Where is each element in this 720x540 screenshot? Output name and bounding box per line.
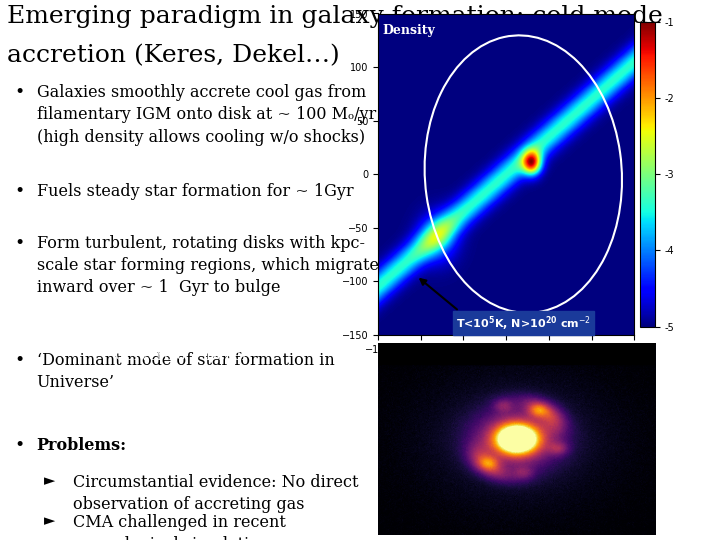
Text: CMA challenged in recent
cosmological simulations: CMA challenged in recent cosmological si… — [73, 514, 286, 540]
Text: •: • — [14, 234, 24, 252]
Text: Density: Density — [382, 24, 435, 37]
Text: accretion (Keres, Dekel…): accretion (Keres, Dekel…) — [7, 44, 340, 67]
Text: Fuels steady star formation for ~ 1Gyr: Fuels steady star formation for ~ 1Gyr — [37, 183, 354, 200]
Text: •: • — [14, 437, 24, 454]
Text: ►: ► — [44, 514, 55, 528]
Text: ►: ► — [44, 474, 55, 488]
Text: •: • — [14, 84, 24, 102]
Text: Circumstantial evidence: No direct
observation of accreting gas: Circumstantial evidence: No direct obser… — [73, 474, 359, 514]
Text: •: • — [14, 352, 24, 369]
Text: Problems:: Problems: — [37, 437, 127, 454]
Text: ‘Dominant mode of star formation in
Universe’: ‘Dominant mode of star formation in Univ… — [37, 352, 334, 392]
Text: •: • — [14, 183, 24, 200]
Text: T<$\mathbf{10^5}$K, N>$\mathbf{10^{20}}$ cm$^{-2}$: T<$\mathbf{10^5}$K, N>$\mathbf{10^{20}}$… — [456, 314, 591, 333]
Text: Galaxies smoothly accrete cool gas from
filamentary IGM onto disk at ~ 100 Mₒ/yr: Galaxies smoothly accrete cool gas from … — [37, 84, 376, 146]
Text: Form turbulent, rotating disks with kpc-
scale star forming regions, which migra: Form turbulent, rotating disks with kpc-… — [37, 234, 379, 296]
Text: Emerging paradigm in galaxy formation: cold mode: Emerging paradigm in galaxy formation: c… — [7, 5, 663, 29]
Text: Cerverino + Dekel: Cerverino + Dekel — [114, 349, 246, 363]
Bar — [378, 343, 655, 364]
